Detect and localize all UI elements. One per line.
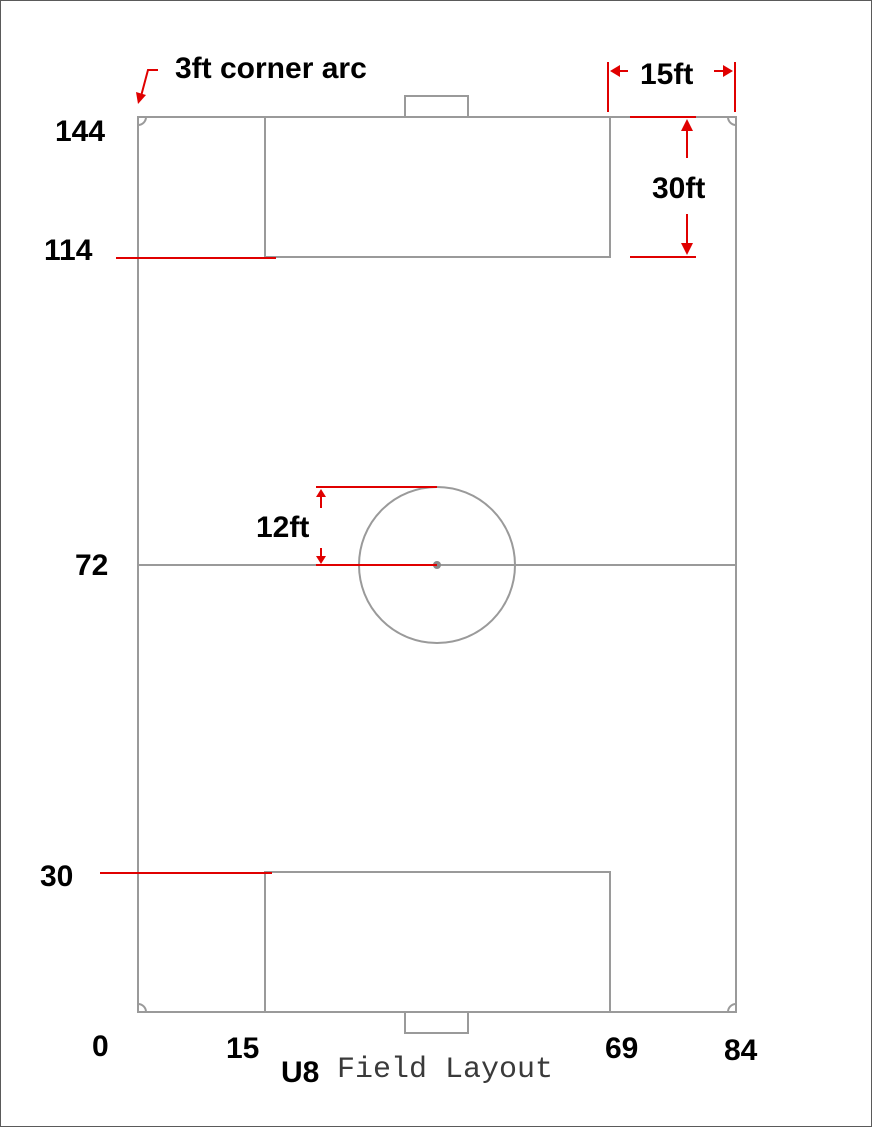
y-label-114: 114	[44, 234, 93, 267]
arrowhead-corner-arc	[136, 92, 146, 104]
y-label-30: 30	[40, 860, 73, 893]
arrowhead-30ft-top	[681, 119, 693, 131]
x-label-15: 15	[226, 1032, 259, 1065]
goal-bottom	[404, 1011, 469, 1034]
goal-area-top	[264, 116, 611, 258]
y-label-144: 144	[55, 115, 105, 148]
arrowhead-12ft-top	[316, 489, 326, 497]
x-label-84: 84	[724, 1034, 758, 1067]
corner-arc-bottom-left	[137, 1003, 147, 1013]
arrowhead-15ft-left	[610, 65, 620, 77]
corner-arc-pointer	[139, 69, 158, 101]
goal-area-bottom	[264, 871, 611, 1013]
goal-top	[404, 95, 469, 118]
dimension-markers	[100, 62, 736, 874]
y-label-0: 0	[92, 1030, 109, 1063]
dim-label-12ft: 12ft	[256, 511, 309, 544]
arrowhead-12ft-bottom	[316, 556, 326, 564]
corner-arc-bottom-right	[727, 1003, 737, 1013]
dimension-arrowheads	[136, 65, 733, 564]
dim-label-15ft: 15ft	[640, 58, 693, 91]
x-label-69: 69	[605, 1032, 638, 1065]
corner-arc-top-right	[727, 116, 737, 126]
title-prefix: U8	[281, 1056, 319, 1089]
y-label-72: 72	[75, 549, 108, 582]
arrowhead-15ft-right	[723, 65, 733, 77]
dim-label-30ft: 30ft	[652, 172, 705, 205]
title-suffix: Field Layout	[337, 1053, 553, 1087]
corner-arc-label: 3ft corner arc	[175, 52, 367, 85]
arrowhead-30ft-bottom	[681, 243, 693, 255]
corner-arc-top-left	[137, 116, 147, 126]
